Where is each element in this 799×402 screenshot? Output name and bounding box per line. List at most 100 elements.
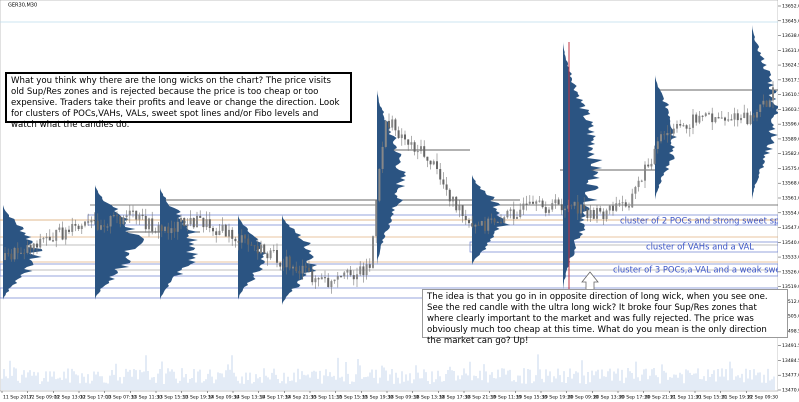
candle <box>77 225 80 230</box>
candle <box>404 134 406 140</box>
candle <box>701 115 704 117</box>
candle <box>128 210 131 216</box>
price-label: 13589.0 <box>782 136 799 142</box>
candle <box>637 180 640 188</box>
candle <box>61 227 64 240</box>
candle <box>458 205 461 211</box>
candle <box>186 224 189 227</box>
candle <box>682 125 685 127</box>
candle <box>599 208 602 212</box>
candle <box>656 141 659 149</box>
time-label: 13 Sep 11:30 <box>131 395 162 401</box>
candle <box>615 203 618 211</box>
candle <box>733 113 736 120</box>
candle <box>36 243 38 248</box>
candle <box>570 205 573 207</box>
candle <box>375 200 378 237</box>
time-label: 21 Sep 15:30 <box>696 395 727 401</box>
candle <box>676 123 678 129</box>
candle <box>93 220 96 222</box>
candle <box>352 275 355 280</box>
candle <box>628 206 630 208</box>
candle <box>586 208 589 218</box>
time-label: 14 Sep 21:30 <box>285 395 316 401</box>
candle <box>189 217 192 225</box>
candle <box>244 235 246 239</box>
candle <box>301 265 304 274</box>
candle <box>580 204 582 214</box>
cluster-label: cluster of 3 POCs,a VAL and a weak sweet… <box>613 265 799 275</box>
time-label: 15 Sep 11:30 <box>311 395 342 401</box>
candle <box>660 134 662 142</box>
candle <box>535 201 538 204</box>
candle <box>256 246 259 254</box>
candle <box>247 238 250 245</box>
candle <box>26 245 29 253</box>
candle <box>167 226 170 234</box>
price-label: 13547.0 <box>782 225 799 231</box>
candle <box>528 201 531 204</box>
candle <box>112 215 115 217</box>
candle <box>320 277 323 280</box>
candle <box>10 253 13 260</box>
candle <box>720 117 723 119</box>
candle <box>4 253 6 260</box>
candle <box>679 123 682 126</box>
candle <box>202 217 205 228</box>
candle <box>29 245 32 250</box>
candle <box>368 264 371 268</box>
price-label: 13624.5 <box>782 63 799 69</box>
time-label: 12 Sep 09:00 <box>29 395 60 401</box>
candle <box>183 217 186 227</box>
time-label: 20 Sep 09:30 <box>568 395 599 401</box>
candle <box>573 201 576 206</box>
candle <box>100 225 102 230</box>
candle <box>717 117 720 119</box>
candle <box>477 224 480 226</box>
candle <box>538 200 541 202</box>
candle <box>141 214 144 216</box>
price-label: 13491.5 <box>782 343 799 349</box>
candle <box>263 244 266 254</box>
candle <box>224 224 227 237</box>
candle <box>567 205 570 209</box>
candle <box>362 266 365 276</box>
candle <box>151 218 154 232</box>
candle <box>340 276 342 278</box>
volume-profile <box>655 75 677 200</box>
time-label: 20 Sep 17:30 <box>619 395 650 401</box>
candle <box>260 244 262 254</box>
time-label: 19 Sep 15:30 <box>516 395 547 401</box>
candle <box>324 277 326 279</box>
time-label: 20 Sep 21:30 <box>645 395 676 401</box>
candle <box>557 199 560 205</box>
price-label: 13596.0 <box>782 122 799 128</box>
time-label: 13 Sep 19:30 <box>183 395 214 401</box>
candle <box>455 196 458 211</box>
candle <box>42 238 45 240</box>
candle <box>772 87 774 101</box>
candle <box>231 229 234 239</box>
candle <box>391 119 394 128</box>
candle <box>650 163 653 167</box>
candle <box>436 161 438 170</box>
candle <box>746 112 749 125</box>
candle <box>503 217 506 223</box>
candle <box>672 128 675 134</box>
time-label: 18 Sep 17:30 <box>439 395 470 401</box>
candle <box>468 219 470 224</box>
time-label: 18 Sep 21:30 <box>465 395 496 401</box>
candle <box>343 272 346 277</box>
candle <box>564 208 566 211</box>
candle <box>96 220 99 230</box>
time-label: 18 Sep 09:30 <box>388 395 419 401</box>
volume-profile <box>95 185 145 300</box>
candle <box>663 134 666 136</box>
candle <box>500 221 502 223</box>
time-label: 21 Sep 11:30 <box>670 395 701 401</box>
candle <box>298 271 301 274</box>
candle <box>429 160 432 165</box>
candle <box>80 225 83 230</box>
